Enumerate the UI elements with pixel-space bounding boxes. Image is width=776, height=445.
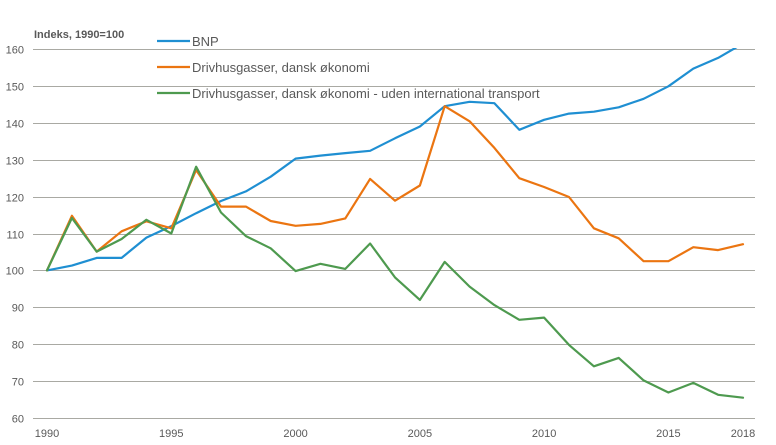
gridlines bbox=[33, 49, 755, 419]
x-tick-label: 1990 bbox=[35, 428, 59, 440]
x-tick-label: 2018 bbox=[731, 428, 755, 440]
y-tick-label: 80 bbox=[12, 340, 24, 352]
legend-label: BNP bbox=[192, 34, 219, 49]
series-lines bbox=[45, 48, 745, 399]
x-tick-label: 1995 bbox=[159, 428, 183, 440]
x-tick-label: 2005 bbox=[408, 428, 432, 440]
legend-label: Drivhusgasser, dansk økonomi bbox=[192, 60, 370, 75]
y-tick-label: 70 bbox=[12, 377, 24, 389]
legend-item-1: BNP bbox=[157, 34, 219, 49]
x-tick-label: 2010 bbox=[532, 428, 556, 440]
y-tick-label: 110 bbox=[6, 230, 24, 242]
y-axis-title: Indeks, 1990=100 bbox=[34, 29, 124, 41]
x-axis-ticks: 1990 1995 2000 2005 2010 2015 2018 bbox=[35, 428, 755, 440]
x-tick-label: 2015 bbox=[656, 428, 680, 440]
y-tick-label: 150 bbox=[6, 82, 24, 94]
y-tick-label: 100 bbox=[6, 266, 24, 278]
y-tick-label: 60 bbox=[12, 414, 24, 426]
series-line-1 bbox=[45, 48, 738, 272]
y-tick-label: 140 bbox=[6, 119, 24, 131]
series-line-2 bbox=[45, 105, 745, 272]
y-tick-label: 160 bbox=[6, 45, 24, 57]
y-tick-label: 130 bbox=[6, 156, 24, 168]
legend-item-2: Drivhusgasser, dansk økonomi bbox=[157, 60, 370, 75]
legend: BNP Drivhusgasser, dansk økonomi Drivhusga… bbox=[157, 34, 540, 101]
y-tick-label: 90 bbox=[12, 303, 24, 315]
y-tick-label: 120 bbox=[6, 193, 24, 205]
x-tick-label: 2000 bbox=[283, 428, 307, 440]
legend-item-3: Drivhusgasser, dansk økonomi - uden inte… bbox=[157, 86, 540, 101]
legend-label: Drivhusgasser, dansk økonomi - uden inte… bbox=[192, 86, 540, 101]
y-axis-ticks: 60 70 80 90 100 110 120 130 140 150 160 bbox=[6, 45, 24, 426]
